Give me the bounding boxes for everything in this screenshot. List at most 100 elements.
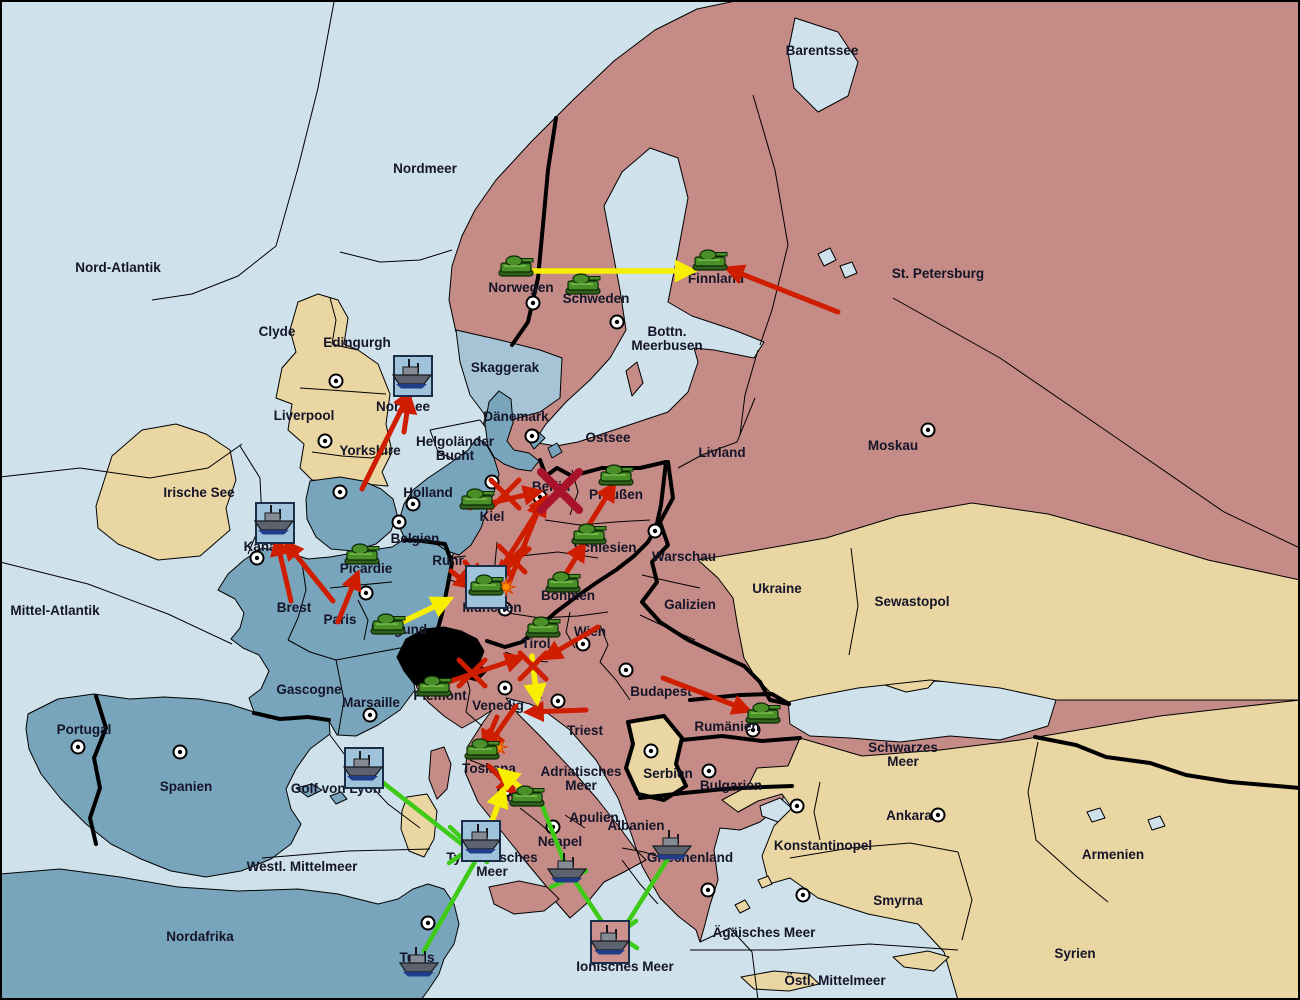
- map-label: Clyde: [259, 324, 296, 339]
- fleet-neapel[interactable]: [546, 853, 588, 883]
- army-schweden[interactable]: [565, 273, 601, 295]
- army-schlesien[interactable]: [571, 523, 607, 545]
- fleet-tunis[interactable]: [398, 947, 440, 977]
- supply-center: [332, 484, 348, 500]
- supply-center: [420, 915, 436, 931]
- map-label: Triest: [567, 723, 604, 738]
- national-border: [510, 116, 558, 347]
- region-sizilien[interactable]: [488, 880, 560, 915]
- army-burgund[interactable]: [370, 613, 406, 635]
- province-border: [677, 397, 756, 469]
- map-label: Edingurgh: [323, 335, 391, 350]
- province-border: [335, 647, 420, 661]
- region-daenemark-isle-2[interactable]: [547, 442, 563, 459]
- fleet-tyrrhenisches[interactable]: [460, 824, 502, 854]
- supply-center: [550, 693, 566, 709]
- region-kreta[interactable]: [740, 970, 820, 992]
- region-aegean-isle-2[interactable]: [757, 875, 773, 889]
- region-corsica[interactable]: [428, 746, 452, 800]
- region-nordafrika-tunis[interactable]: [0, 868, 460, 1000]
- army-norwegen[interactable]: [498, 255, 534, 277]
- province-border: [957, 851, 973, 941]
- supply-center: [701, 763, 717, 779]
- map-label: Livland: [698, 445, 745, 460]
- map-label: Bottn. Meerbusen: [631, 324, 702, 353]
- province-border: [329, 297, 337, 345]
- army-piemont[interactable]: [416, 675, 452, 697]
- support-line: [421, 855, 480, 954]
- region-ukraine-south-russia[interactable]: [697, 502, 1300, 703]
- map-label: Nord-Atlantik: [75, 260, 161, 275]
- region-ireland[interactable]: [95, 423, 237, 561]
- region-lake-caucasus-2[interactable]: [1147, 815, 1166, 831]
- region-lake-onega[interactable]: [839, 261, 858, 279]
- province-border: [813, 781, 821, 841]
- army-kiel[interactable]: [459, 488, 495, 510]
- map-label: Nordafrika: [166, 929, 234, 944]
- map-label: Galizien: [664, 597, 716, 612]
- fleet-golf-von-lyon[interactable]: [342, 751, 384, 781]
- move-arrow-red: [484, 703, 519, 752]
- army-finnland[interactable]: [692, 249, 728, 271]
- army-toskana[interactable]: [464, 738, 500, 760]
- map-label: Skaggerak: [471, 360, 540, 375]
- fleet-griechenland[interactable]: [651, 830, 693, 860]
- fleet-ionisches[interactable]: [589, 925, 631, 955]
- move-arrow-red: [522, 700, 589, 722]
- province-border: [599, 661, 631, 701]
- supply-center: [391, 514, 407, 530]
- region-schweiz-impassable[interactable]: [396, 626, 488, 690]
- map-label: Ruhr: [432, 553, 464, 568]
- region-gotland[interactable]: [625, 361, 644, 397]
- region-white-sea[interactable]: [787, 17, 859, 113]
- province-border: [1035, 839, 1109, 903]
- army-preussen[interactable]: [598, 464, 634, 486]
- map-label: Liverpool: [274, 408, 335, 423]
- province-border: [699, 927, 759, 1000]
- region-france[interactable]: [217, 538, 453, 737]
- national-border: [640, 460, 791, 706]
- region-baltic-bothnia-sea[interactable]: [531, 147, 765, 447]
- province-border: [465, 711, 483, 727]
- national-border: [1033, 735, 1300, 790]
- army-rumaenien[interactable]: [745, 702, 781, 724]
- map-label: Preußen: [589, 487, 643, 502]
- province-border: [848, 547, 859, 656]
- map-label: Rumänien: [694, 719, 759, 734]
- map-label: Kiel: [480, 509, 505, 524]
- province-border: [739, 349, 759, 436]
- map-label: Schwarzes Meer: [868, 740, 938, 769]
- region-balearen-2[interactable]: [329, 791, 348, 805]
- move-arrow-yellow: [496, 767, 525, 792]
- region-skagerrak-sea[interactable]: [455, 329, 563, 421]
- fleet-kanal[interactable]: [253, 505, 295, 535]
- map-label: Ostsee: [585, 430, 631, 445]
- region-lake-ladoga[interactable]: [817, 247, 837, 267]
- region-aegean-isle-1[interactable]: [734, 899, 751, 914]
- region-sardinien[interactable]: [400, 793, 438, 858]
- army-rom[interactable]: [509, 785, 545, 807]
- region-balearen-1[interactable]: [295, 783, 323, 798]
- region-turkey-armenien-syrien[interactable]: [721, 699, 1300, 1000]
- map-label: Sewastopol: [874, 594, 949, 609]
- supply-center: [525, 295, 541, 311]
- region-zypern[interactable]: [892, 950, 950, 972]
- conflict-x-mark: [537, 468, 583, 514]
- supply-center: [249, 550, 265, 566]
- province-border: [335, 659, 345, 736]
- fleet-nordsee[interactable]: [391, 359, 433, 389]
- region-holland-belgien-kiel[interactable]: [397, 437, 500, 556]
- conflict-x-mark: [456, 657, 488, 689]
- army-muenchen[interactable]: [468, 574, 504, 596]
- map-label: St. Petersburg: [892, 266, 984, 281]
- army-tirol[interactable]: [525, 616, 561, 638]
- region-daenemark[interactable]: [484, 390, 540, 472]
- region-lake-caucasus-1[interactable]: [1086, 807, 1106, 823]
- army-boehmen[interactable]: [545, 571, 581, 593]
- map-label: Brest: [277, 600, 312, 615]
- army-picardie[interactable]: [344, 543, 380, 565]
- national-border: [638, 784, 794, 800]
- map-label: Östl. Mittelmeer: [784, 973, 886, 988]
